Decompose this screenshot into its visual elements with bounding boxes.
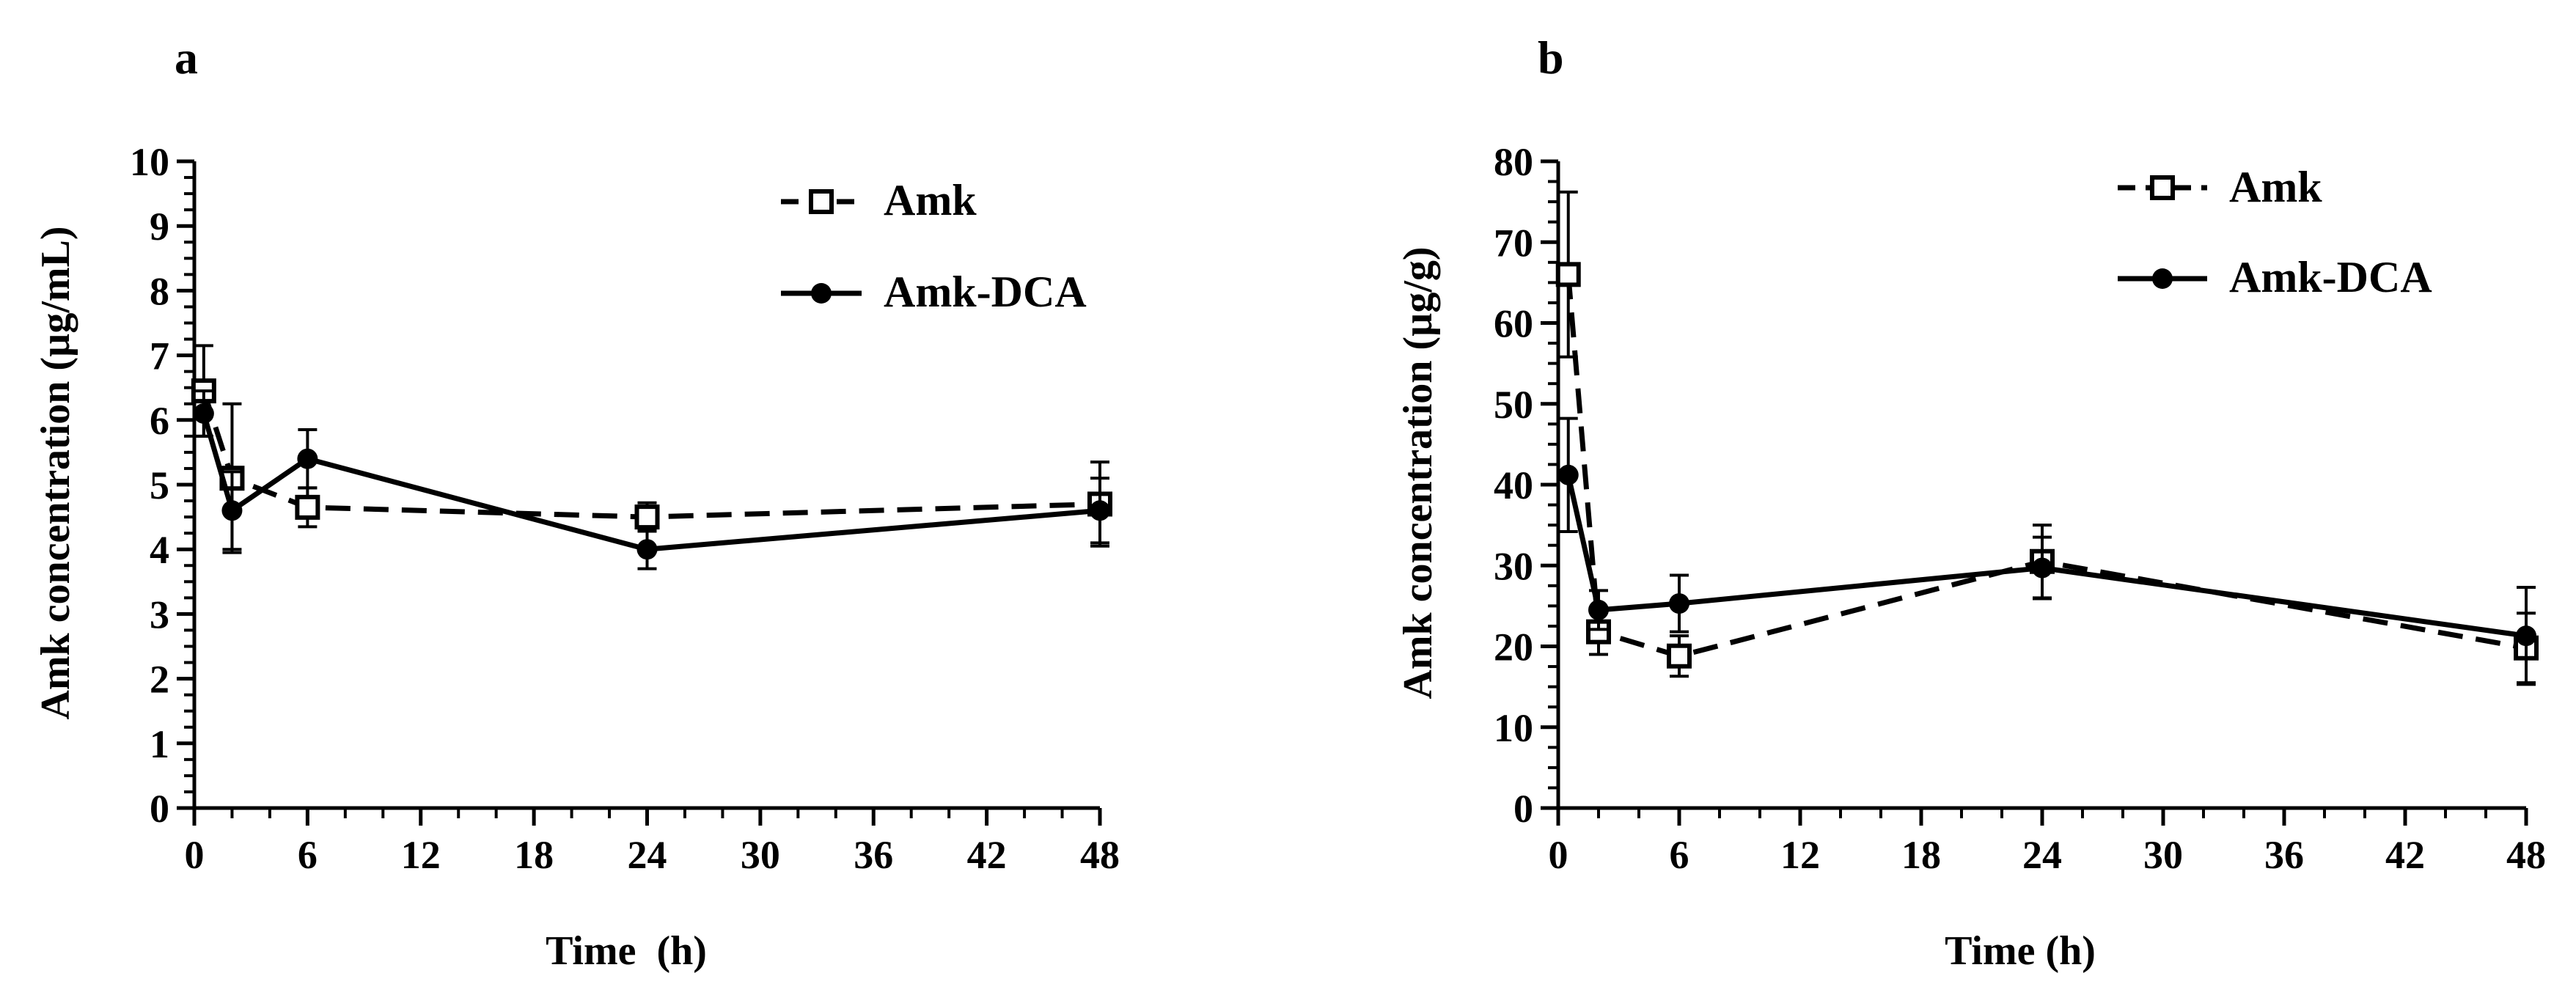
panel-a-point-amk-dca bbox=[297, 448, 318, 469]
panel-b-y-tick-label: 70 bbox=[1494, 221, 1533, 265]
panel-a-label: a bbox=[175, 32, 198, 84]
panel-b-point-amk-dca bbox=[1557, 464, 1579, 485]
panel-b-point-amk bbox=[1555, 262, 1581, 287]
panel-b-y-axis-title: Amk concentration (µg/g) bbox=[1395, 246, 1441, 699]
panel-b-point-amk-dca bbox=[2032, 557, 2052, 579]
panel-a-x-tick-label: 48 bbox=[1080, 833, 1120, 877]
panel-a-point-amk-dca bbox=[1090, 500, 1110, 521]
panel-a-x-tick-label: 42 bbox=[967, 833, 1007, 877]
panel-a-x-tick-label: 12 bbox=[401, 833, 441, 877]
panel-a-series-line-amk bbox=[201, 390, 1101, 520]
panel-b-x-tick-label: 18 bbox=[1901, 833, 1941, 877]
panel-a-point-amk-dca bbox=[636, 539, 658, 560]
panel-a-y-tick-label: 7 bbox=[150, 334, 169, 378]
panel-b-x-tick-label: 12 bbox=[1780, 833, 1820, 877]
panel-b-y-tick-label: 30 bbox=[1494, 544, 1533, 588]
panel-b-y-tick-label: 40 bbox=[1494, 463, 1533, 507]
panel-a-y-tick-label: 5 bbox=[150, 463, 169, 507]
panel-a: a Amk concentration (µg/mL) Time (h) 012… bbox=[33, 32, 1120, 974]
panel-b-y-tick-label: 20 bbox=[1494, 625, 1533, 669]
panel-a-y-tick-label: 4 bbox=[150, 528, 169, 572]
panel-b-x-tick-label: 30 bbox=[2143, 833, 2183, 877]
panel-a-y-tick-label: 2 bbox=[150, 658, 169, 702]
panel-a-y-tick-label: 6 bbox=[150, 399, 169, 443]
panel-b-x-tick-label: 6 bbox=[1670, 833, 1689, 877]
panel-a-legend-label-amk-dca: Amk-DCA bbox=[884, 268, 1087, 316]
panel-a-y-tick-label: 1 bbox=[150, 722, 169, 766]
panel-b-x-axis-title: Time (h) bbox=[1945, 928, 2096, 974]
panel-b-point-amk bbox=[1667, 643, 1692, 669]
panel-b-x-tick-label: 48 bbox=[2506, 833, 2546, 877]
panel-a-x-tick-label: 18 bbox=[514, 833, 554, 877]
panel-a-y-tick-label: 8 bbox=[150, 269, 169, 313]
panel-b-legend-label-amk: Amk bbox=[2229, 163, 2322, 211]
panel-a-y-tick-label: 0 bbox=[150, 787, 169, 831]
panel-a-x-tick-label: 24 bbox=[628, 833, 667, 877]
panel-a-point-amk-dca bbox=[193, 403, 214, 424]
panel-b: b Amk concentration (µg/g) Time (h) 0 10 2… bbox=[1395, 32, 2546, 974]
panel-b-x-tick-label: 24 bbox=[2022, 833, 2062, 877]
panel-a-x-axis-title: Time (h) bbox=[546, 928, 707, 974]
panel-a-legend-swatch-amk-dca bbox=[781, 283, 862, 304]
panel-b-y-tick-label: 10 bbox=[1494, 706, 1533, 750]
panel-b-x-tick-label: 0 bbox=[1549, 833, 1568, 877]
panel-b-legend-swatch-amk-dca bbox=[2118, 268, 2207, 289]
panel-a-x-tick-label: 6 bbox=[298, 833, 318, 877]
panel-b-x-tick-label: 36 bbox=[2264, 833, 2304, 877]
panel-b-label: b bbox=[1538, 32, 1564, 84]
panel-a-x-tick-label: 36 bbox=[854, 833, 893, 877]
panel-a-point-amk bbox=[634, 504, 660, 530]
panel-b-legend-label-amk-dca: Amk-DCA bbox=[2229, 253, 2432, 301]
panel-a-y-axis-title: Amk concentration (µg/mL) bbox=[33, 226, 78, 719]
panel-b-point-amk-dca bbox=[1669, 593, 1689, 614]
panel-a-point-amk bbox=[295, 494, 320, 520]
panel-b-point-amk-dca bbox=[2516, 625, 2536, 647]
panel-a-legend-swatch-amk bbox=[781, 189, 862, 214]
panel-b-legend-swatch-amk bbox=[2118, 175, 2207, 200]
panel-b-x-tick-label: 42 bbox=[2385, 833, 2425, 877]
panel-b-y-tick-label: 80 bbox=[1494, 140, 1533, 184]
panel-b-point-amk-dca bbox=[1588, 599, 1609, 620]
panel-a-x-tick-label: 30 bbox=[741, 833, 780, 877]
panel-a-y-tick-label: 10 bbox=[130, 140, 169, 184]
panel-a-legend-label-amk: Amk bbox=[884, 176, 977, 224]
panel-b-y-tick-label: 0 bbox=[1513, 787, 1533, 831]
panel-a-y-tick-label: 3 bbox=[150, 592, 169, 636]
panel-a-point-amk-dca bbox=[221, 500, 243, 521]
panel-b-y-tick-label: 50 bbox=[1494, 383, 1533, 427]
panel-a-y-tick-label: 9 bbox=[150, 205, 169, 249]
panel-a-x-tick-label: 0 bbox=[185, 833, 205, 877]
panel-b-y-tick-label: 60 bbox=[1494, 302, 1533, 346]
